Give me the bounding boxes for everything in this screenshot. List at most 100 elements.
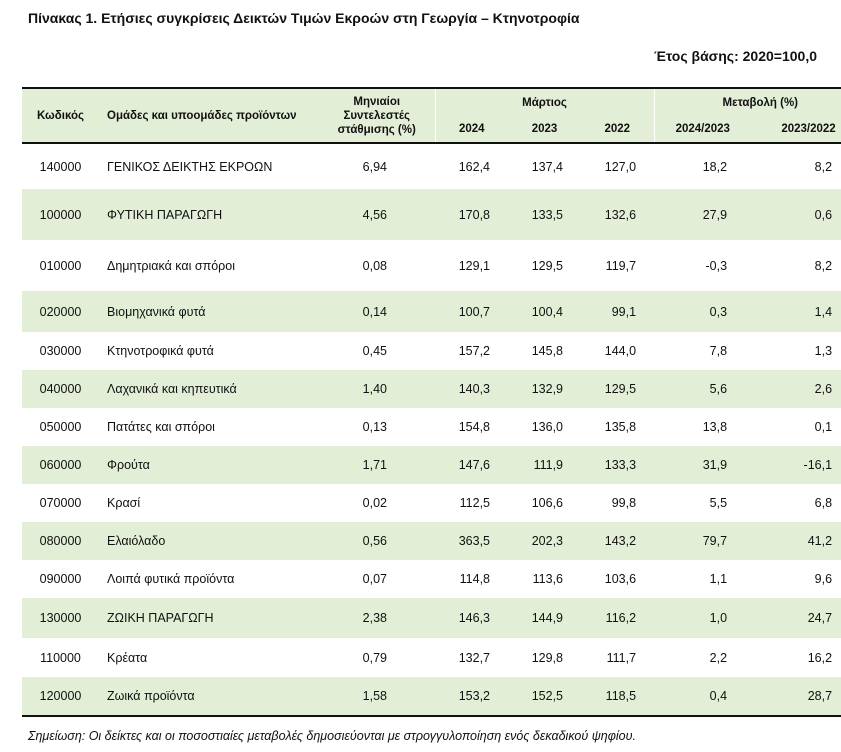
- price-index-table: Κωδικός Ομάδες και υποομάδες προϊόντων Μ…: [22, 87, 841, 717]
- header-name: Ομάδες και υποομάδες προϊόντων: [99, 87, 319, 144]
- header-code: Κωδικός: [22, 87, 99, 144]
- row-change-2023-2022: 9,6: [814, 572, 833, 586]
- row-name: Φρούτα: [99, 446, 319, 484]
- row-value-2023: 113,6: [532, 572, 563, 586]
- row-change-2024-2023: 18,2: [702, 159, 728, 174]
- row-change-2023-2022: 24,7: [751, 598, 841, 638]
- row-change-2024-2023: 0,4: [654, 677, 752, 717]
- row-weight: 2,38: [319, 598, 435, 638]
- row-weight: 0,14: [319, 291, 435, 332]
- row-name: Κρασί: [107, 496, 141, 510]
- table-row: 020000 Βιομηχανικά φυτά 0,14 100,7 100,4 99,1…: [22, 291, 841, 332]
- header-weights: Μηνιαίοι Συντελεστές στάθμισης (%): [319, 87, 435, 144]
- row-weight: 1,71: [319, 446, 435, 484]
- row-value-2022: 133,3: [581, 446, 655, 484]
- row-weight: 0,79: [362, 650, 387, 665]
- row-value-2024: 162,4: [458, 159, 490, 174]
- row-code: 100000: [22, 189, 99, 240]
- row-name: Κρέατα: [107, 650, 148, 665]
- row-value-2024: 154,8: [458, 420, 490, 434]
- table-row: 060000 Φρούτα 1,71 147,6 111,9 133,3 31,9 -16,1: [22, 446, 841, 484]
- row-value-2022: 135,8: [604, 420, 637, 434]
- row-value-2024: 140,3: [435, 370, 508, 408]
- row-value-2023: 152,5: [508, 677, 581, 717]
- row-value-2023: 132,9: [508, 370, 581, 408]
- row-weight: 0,45: [362, 344, 387, 358]
- row-weight: 1,40: [319, 370, 435, 408]
- row-code: 130000: [22, 598, 99, 638]
- row-name: Βιομηχανικά φυτά: [99, 291, 319, 332]
- table-row: 080000 Ελαιόλαδο 0,56 363,5 202,3 143,2 79,7 41…: [22, 522, 841, 560]
- row-value-2022: 144,0: [604, 344, 637, 358]
- row-value-2024: 157,2: [458, 344, 490, 358]
- row-name: Λαχανικά και κηπευτικά: [99, 370, 319, 408]
- row-value-2024: 170,8: [435, 189, 508, 240]
- header-change-group: Μεταβολή (%): [653, 87, 841, 116]
- row-weight: 0,13: [362, 420, 387, 434]
- row-value-2022: 99,1: [581, 291, 655, 332]
- row-change-2024-2023: -0,3: [705, 258, 728, 273]
- row-value-2023: 133,5: [508, 189, 581, 240]
- row-change-2023-2022: -16,1: [751, 446, 841, 484]
- header-change-2023-2022: 2023/2022: [751, 116, 841, 144]
- row-weight: 4,56: [319, 189, 435, 240]
- row-value-2024: 129,1: [458, 258, 490, 273]
- table-row: 120000 Ζωικά προϊόντα 1,58 153,2 152,5 118,5 0…: [22, 677, 841, 717]
- row-change-2024-2023: 5,6: [654, 370, 752, 408]
- row-value-2023: 136,0: [531, 420, 563, 434]
- row-code: 110000: [40, 650, 81, 665]
- row-value-2022: 132,6: [581, 189, 655, 240]
- row-value-2023: 106,6: [531, 496, 563, 510]
- table-row: 050000 Πατάτες και σπόροι 0,13 154,8 136,0 13…: [22, 408, 841, 446]
- row-value-2023: 202,3: [508, 522, 581, 560]
- row-weight: 0,08: [362, 258, 387, 273]
- table-row: 140000 ΓΕΝΙΚΟΣ ΔΕΙΚΤΗΣ ΕΚΡΟΩΝ 6,94 162,4 137…: [22, 143, 841, 189]
- table-body: 140000 ΓΕΝΙΚΟΣ ΔΕΙΚΤΗΣ ΕΚΡΟΩΝ 6,94 162,4 137…: [22, 143, 841, 717]
- header-year-2024: 2024: [434, 116, 508, 144]
- row-change-2023-2022: 1,3: [814, 344, 833, 358]
- row-code: 070000: [39, 496, 82, 510]
- row-value-2023: 100,4: [508, 291, 581, 332]
- row-value-2024: 100,7: [435, 291, 508, 332]
- row-change-2023-2022: 16,2: [807, 650, 833, 665]
- row-name: Κτηνοτροφικά φυτά: [107, 344, 214, 358]
- footnote: Σημείωση: Οι δείκτες και οι ποσοστιαίες …: [28, 729, 636, 743]
- table-row: 010000 Δημητριακά και σπόροι 0,08 129,1 129,…: [22, 240, 841, 291]
- row-change-2024-2023: 13,8: [702, 420, 728, 434]
- row-value-2024: 153,2: [435, 677, 508, 717]
- row-change-2024-2023: 1,0: [654, 598, 752, 638]
- table-row: 110000 Κρέατα 0,79 132,7 129,8 111,7 2,2 16,2: [22, 638, 841, 677]
- header-year-2023: 2023: [508, 116, 581, 144]
- row-value-2022: 119,7: [605, 258, 637, 273]
- row-change-2024-2023: 7,8: [709, 344, 728, 358]
- row-name: ΖΩΙΚΗ ΠΑΡΑΓΩΓΗ: [99, 598, 319, 638]
- row-value-2022: 118,5: [581, 677, 655, 717]
- row-code: 030000: [39, 344, 82, 358]
- row-code: 060000: [22, 446, 99, 484]
- row-value-2023: 129,8: [531, 650, 563, 665]
- table-row: 030000 Κτηνοτροφικά φυτά 0,45 157,2 145,8 144…: [22, 332, 841, 370]
- row-change-2024-2023: 79,7: [654, 522, 752, 560]
- row-change-2023-2022: 41,2: [751, 522, 841, 560]
- row-name: Δημητριακά και σπόροι: [107, 258, 236, 273]
- row-change-2024-2023: 31,9: [654, 446, 752, 484]
- row-weight: 0,07: [362, 572, 387, 586]
- table-row: 040000 Λαχανικά και κηπευτικά 1,40 140,3 132…: [22, 370, 841, 408]
- row-code: 120000: [22, 677, 99, 717]
- row-value-2024: 146,3: [435, 598, 508, 638]
- row-value-2023: 137,4: [531, 159, 563, 174]
- row-weight: 0,56: [319, 522, 435, 560]
- row-name: Ζωικά προϊόντα: [99, 677, 319, 717]
- row-code: 050000: [39, 420, 82, 434]
- row-change-2023-2022: 2,6: [751, 370, 841, 408]
- row-weight: 6,94: [362, 159, 387, 174]
- row-weight: 1,58: [319, 677, 435, 717]
- header-month-group: Μάρτιος: [434, 87, 655, 116]
- row-name: ΦΥΤΙΚΗ ΠΑΡΑΓΩΓΗ: [99, 189, 319, 240]
- row-weight: 0,02: [362, 496, 387, 510]
- row-code: 010000: [39, 258, 82, 273]
- base-year-label: Έτος βάσης: 2020=100,0: [654, 48, 817, 64]
- row-change-2023-2022: 1,4: [751, 291, 841, 332]
- row-value-2023: 129,5: [531, 258, 563, 273]
- row-change-2024-2023: 5,5: [709, 496, 728, 510]
